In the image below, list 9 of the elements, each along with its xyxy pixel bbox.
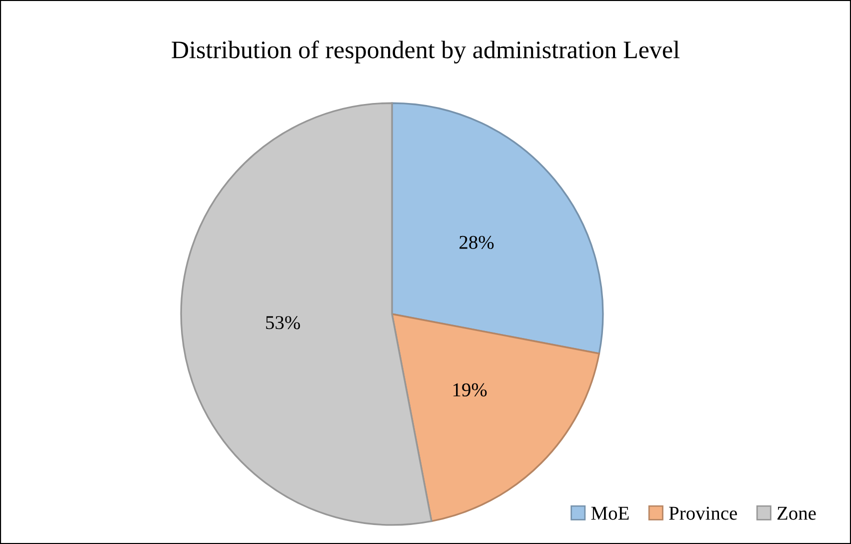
- legend-label: Zone: [777, 506, 816, 520]
- data-label: 53%: [266, 316, 300, 330]
- pie-slice: [391, 102, 604, 354]
- legend-label: MoE: [591, 506, 629, 520]
- pie-slice: [180, 102, 432, 526]
- chart-title: Distribution of respondent by administration Level: [172, 40, 680, 64]
- data-label: 19%: [453, 383, 487, 396]
- legend-label: Province: [669, 506, 737, 520]
- data-label: 28%: [460, 236, 494, 250]
